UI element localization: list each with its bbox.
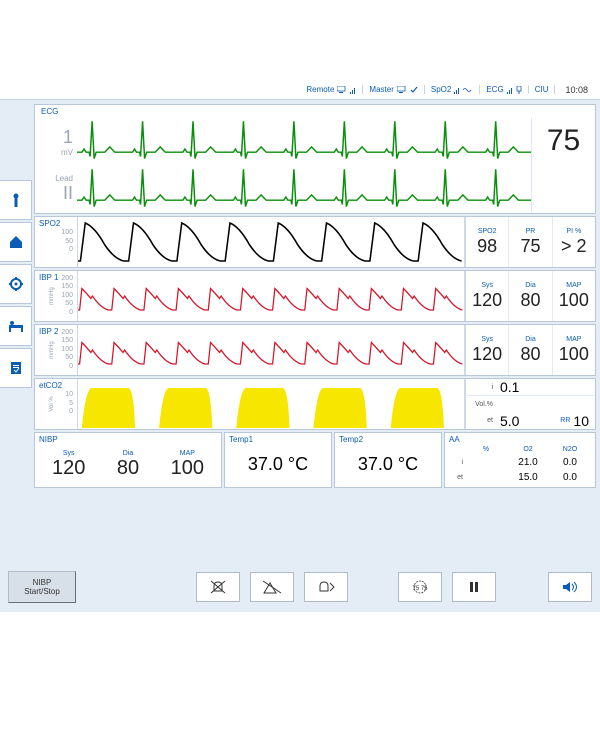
etco2-ticks: 1050 [65,391,73,416]
ecg-scale-labels: 1mV LeadII [35,118,77,213]
nibp-title: NIBP [39,435,217,444]
topbar: Remote Master SpO2 ECG CIU 10:08 [0,80,600,100]
remote-label: Remote [306,85,334,94]
signal-icon [507,85,513,94]
temp1-title: Temp1 [229,435,327,444]
sidebar [0,100,32,562]
signal-icon [350,85,356,94]
alarm-silence-button[interactable] [196,572,240,602]
ibp1-panel: IBP 1 mmHg 200150100500 Sys120 Dia80 MAP… [34,270,596,322]
spo2-panel: SPO2 100500 SPO298 PR75 PI %> 2 [34,216,596,268]
bell-off-icon [208,579,228,595]
nibp-start-stop-button[interactable]: NIBP Start/Stop [8,571,76,603]
aa-title: AA [449,435,591,444]
alarm-mountain-button[interactable] [250,572,294,602]
person-icon [8,192,24,208]
etco2-title: etCO2 [39,381,62,390]
temp2-title: Temp2 [339,435,437,444]
plug-icon [516,86,522,94]
bell-arrow-icon [316,579,336,595]
ibp2-ticks: 200150100500 [61,329,73,371]
ecg-wave-2 [77,166,531,214]
wave-icon [463,87,473,93]
ibp2-panel: IBP 2 mmHg 200150100500 Sys120 Dia80 MAP… [34,324,596,376]
ecg-scale-value: 1 [63,127,73,147]
spo2-label: SpO2 [431,85,451,94]
etco2-values: i 0.1 Vol.% et 5.0 RR 10 [465,379,595,429]
spo2-title: SPO2 [39,219,60,228]
ecg-lead-value: II [63,183,73,203]
etco2-wave [77,379,465,429]
temp1-panel: Temp1 37.0 °C [224,432,332,488]
alarm-limits-icon [262,579,282,595]
ibp2-unit: mmHg [49,341,55,359]
sidebar-clipboard[interactable] [0,348,32,388]
temp2-panel: Temp2 37.0 °C [334,432,442,488]
sidebar-bed[interactable] [0,306,32,346]
pause-icon [464,579,484,595]
ecg-panel: ECG 1mV LeadII 75 [34,104,596,214]
svg-text:75 75: 75 75 [412,586,428,592]
sidebar-home[interactable] [0,222,32,262]
topbar-time: 10:08 [555,85,594,95]
main: ECG 1mV LeadII 75 SPO [0,100,600,562]
ibp1-values: Sys120 Dia80 MAP100 [465,271,595,321]
monitor-icon [337,86,347,94]
ibp1-unit: mmHg [49,287,55,305]
check-icon [410,86,418,94]
spo2-wave [77,217,465,267]
temp1-value: 37.0 °C [229,444,327,485]
etco2-panel: etCO2 Vol % 1050 i 0.1 Vol.% et [34,378,596,430]
monitor-icon [397,86,407,94]
action-bar: NIBP Start/Stop 75 75 [0,562,600,612]
nibp-panel: NIBP Sys120 Dia80 MAP100 [34,432,222,488]
ciu-label: CIU [535,85,549,94]
ibp2-title: IBP 2 [39,327,58,336]
ecg-title: ECG [35,105,595,118]
alarm-reset-button[interactable] [304,572,348,602]
time-label: 10:08 [565,85,588,95]
ecg-hr-value: 75 [531,118,595,213]
ecg-lead-label: Lead [55,174,73,183]
home-icon [8,234,24,250]
topbar-remote[interactable]: Remote [300,85,363,94]
spo2-ticks: 100500 [61,229,73,254]
bed-icon [8,318,24,334]
clipboard-icon [8,360,24,376]
speaker-button[interactable] [548,572,592,602]
ibp1-title: IBP 1 [39,273,58,282]
ibp1-ticks: 200150100500 [61,275,73,317]
hr-button[interactable]: 75 75 [398,572,442,602]
signal-icon [454,85,460,94]
topbar-ciu[interactable]: CIU [529,85,556,94]
topbar-master[interactable]: Master [363,85,424,94]
content: ECG 1mV LeadII 75 SPO [32,100,600,562]
sidebar-patient[interactable] [0,180,32,220]
gear-icon [8,276,24,292]
topbar-ecg[interactable]: ECG [480,85,528,94]
ecg-wave-1 [77,118,531,166]
ibp1-wave [77,271,465,321]
topbar-spo2[interactable]: SpO2 [425,85,480,94]
bottom-row: NIBP Sys120 Dia80 MAP100 Temp1 37.0 °C T… [34,432,596,488]
master-label: Master [369,85,393,94]
ecg-label: ECG [486,85,503,94]
spo2-values: SPO298 PR75 PI %> 2 [465,217,595,267]
aa-panel: AA %O2N2O i21.00.0 et15.00.0 [444,432,596,488]
speaker-icon [560,579,580,595]
sidebar-settings[interactable] [0,264,32,304]
ecg-scale-unit: mV [61,148,73,157]
ibp2-wave [77,325,465,375]
etco2-unit: Vol % [49,396,55,411]
hr-icon: 75 75 [410,579,430,595]
pause-button[interactable] [452,572,496,602]
ibp2-values: Sys120 Dia80 MAP100 [465,325,595,375]
temp2-value: 37.0 °C [339,444,437,485]
